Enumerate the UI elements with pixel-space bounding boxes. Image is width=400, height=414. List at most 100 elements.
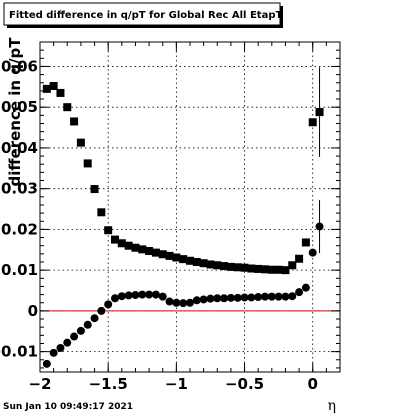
chart-title: Fitted difference in q/pT for Global Rec… <box>9 10 282 21</box>
data-point-square <box>254 264 263 273</box>
data-point-circle <box>308 248 317 257</box>
data-point-square <box>111 235 119 244</box>
data-point-circle <box>151 290 160 299</box>
data-point-square <box>233 263 242 272</box>
y-tick-label: 0 <box>28 302 38 320</box>
data-point-square <box>206 260 215 269</box>
data-point-circle <box>145 290 154 299</box>
y-axis-label: difference in q/pT <box>6 37 24 187</box>
data-point-circle <box>226 293 235 302</box>
data-point-square <box>151 248 160 257</box>
data-point-circle <box>56 343 65 352</box>
data-point-circle <box>220 294 229 303</box>
data-point-square <box>213 261 222 270</box>
y-tick-label: 0.04 <box>1 139 38 157</box>
data-point-circle <box>158 292 167 301</box>
data-point-circle <box>281 292 290 301</box>
x-tick-label: −2 <box>28 375 51 393</box>
data-point-square <box>90 185 99 194</box>
data-point-square <box>49 82 58 90</box>
data-point-square <box>56 88 65 97</box>
y-tick-label: 0.05 <box>1 98 38 116</box>
data-point-square <box>315 108 324 117</box>
data-marks <box>42 67 324 368</box>
data-point-circle <box>76 326 85 335</box>
data-point-square <box>199 259 208 268</box>
data-point-square <box>145 247 154 255</box>
data-point-square <box>131 243 140 252</box>
data-point-circle <box>138 290 147 299</box>
data-point-square <box>281 266 290 275</box>
data-point-circle <box>104 300 113 309</box>
data-point-square <box>63 103 72 112</box>
data-point-circle <box>247 293 256 302</box>
title-box-frame <box>3 2 281 26</box>
data-point-circle <box>315 222 324 231</box>
data-point-circle <box>192 296 201 305</box>
data-point-square <box>172 253 181 262</box>
y-tick-labels: -0.01 0 0.01 0.02 0.03 0.04 0.05 0.06 <box>0 57 38 360</box>
data-point-square <box>104 226 113 235</box>
data-point-circle <box>301 283 310 292</box>
data-point-square <box>267 265 276 274</box>
data-point-square <box>117 239 126 248</box>
data-point-square <box>76 138 85 147</box>
data-point-square <box>301 238 310 247</box>
data-point-square <box>138 245 147 254</box>
data-point-circle <box>254 293 263 302</box>
data-point-square <box>158 250 167 259</box>
y-tick-label: 0.01 <box>1 261 38 279</box>
data-point-circle <box>70 332 79 341</box>
data-point-square <box>288 261 297 270</box>
data-point-square <box>83 159 92 168</box>
data-point-circle <box>131 291 140 299</box>
x-axis-label: η <box>328 398 336 414</box>
data-point-circle <box>111 294 119 303</box>
data-point-square <box>261 265 269 274</box>
data-point-circle <box>179 299 188 308</box>
data-point-square <box>192 258 201 266</box>
y-tick-label: 0.03 <box>1 180 38 198</box>
axis-ticks <box>39 42 341 372</box>
data-point-square <box>295 254 304 263</box>
data-point-circle <box>165 297 174 306</box>
data-point-square <box>42 84 51 93</box>
data-point-square <box>70 117 79 126</box>
data-point-circle <box>261 292 269 301</box>
datestamp: Sun Jan 10 09:49:17 2021 <box>3 402 133 412</box>
data-point-circle <box>267 292 276 301</box>
data-point-square <box>124 241 133 250</box>
data-point-circle <box>206 294 215 303</box>
data-point-circle <box>213 294 222 303</box>
data-point-circle <box>186 298 194 307</box>
x-tick-label: −1.5 <box>89 375 128 393</box>
y-tick-label: 0.06 <box>1 57 38 75</box>
data-point-circle <box>288 292 297 301</box>
data-point-square <box>274 265 283 274</box>
data-point-square <box>247 264 256 273</box>
data-point-circle <box>199 295 208 304</box>
data-point-square <box>165 251 174 260</box>
x-tick-label: −1 <box>165 375 188 393</box>
y-tick-label: -0.01 <box>0 343 38 361</box>
data-point-circle <box>274 292 283 301</box>
data-point-circle <box>117 292 126 301</box>
x-tick-labels: −2 −1.5 −1 −0.5 0 <box>28 375 317 393</box>
x-tick-label: −0.5 <box>225 375 264 393</box>
x-tick-label: 0 <box>308 375 318 393</box>
data-point-square <box>179 255 188 264</box>
y-tick-label: 0.02 <box>1 220 38 238</box>
data-point-circle <box>90 314 99 323</box>
data-point-circle <box>233 293 242 302</box>
data-point-circle <box>83 320 92 329</box>
data-point-circle <box>42 359 51 368</box>
data-point-square <box>186 256 194 265</box>
data-point-square <box>308 118 317 127</box>
data-point-circle <box>97 306 106 315</box>
data-point-square <box>220 262 229 271</box>
data-point-circle <box>124 291 133 300</box>
data-point-circle <box>49 348 58 357</box>
data-point-square <box>240 263 249 272</box>
data-point-square <box>97 208 106 217</box>
